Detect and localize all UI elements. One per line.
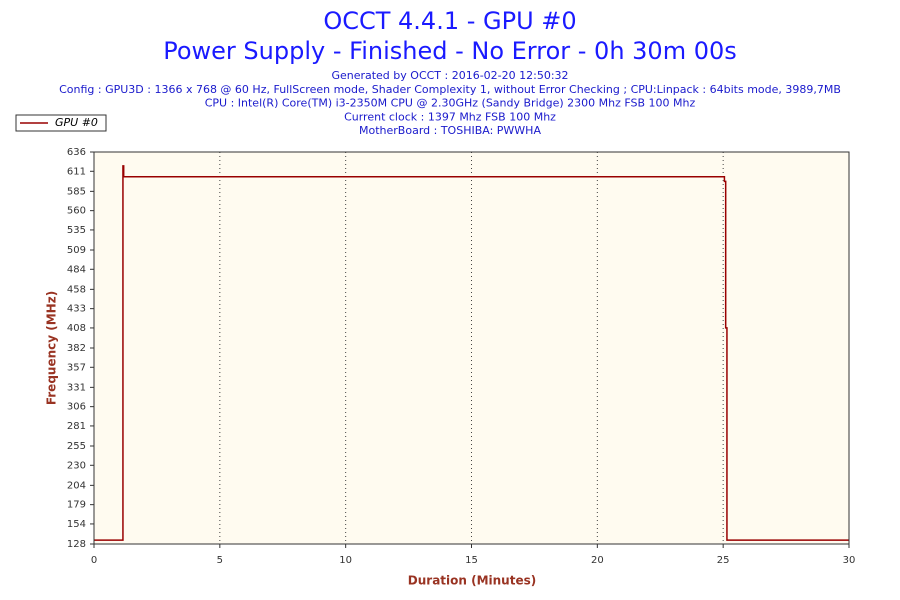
x-tick-label: 5	[217, 555, 223, 566]
y-axis-label: Frequency (MHz)	[45, 291, 59, 405]
y-tick-label: 331	[67, 382, 86, 393]
x-tick-label: 10	[339, 555, 352, 566]
y-tick-label: 636	[67, 147, 86, 158]
y-tick-label: 128	[67, 539, 86, 550]
chart-title: OCCT 4.4.1 - GPU #0	[323, 7, 576, 35]
y-tick-label: 306	[67, 402, 86, 413]
info-line: MotherBoard : TOSHIBA: PWWHA	[359, 124, 541, 137]
y-tick-label: 535	[67, 225, 86, 236]
y-tick-label: 255	[67, 441, 86, 452]
y-tick-label: 585	[67, 186, 86, 197]
y-tick-label: 204	[67, 480, 86, 491]
y-tick-label: 560	[67, 206, 86, 217]
x-tick-label: 20	[591, 555, 604, 566]
chart-subtitle: Power Supply - Finished - No Error - 0h …	[163, 37, 737, 65]
y-tick-label: 484	[67, 264, 86, 275]
y-tick-label: 458	[67, 284, 86, 295]
y-tick-label: 179	[67, 500, 86, 511]
y-tick-label: 281	[67, 421, 86, 432]
series-line	[94, 165, 849, 541]
y-tick-label: 509	[67, 245, 86, 256]
y-tick-label: 382	[67, 343, 86, 354]
x-tick-label: 25	[717, 555, 730, 566]
info-line: Current clock : 1397 Mhz FSB 100 Mhz	[344, 110, 556, 123]
y-tick-label: 154	[67, 519, 86, 530]
y-tick-label: 611	[67, 166, 86, 177]
x-tick-label: 30	[843, 555, 856, 566]
info-line: Config : GPU3D : 1366 x 768 @ 60 Hz, Ful…	[59, 83, 841, 96]
legend-box	[15, 114, 107, 132]
legend-label: GPU #0	[55, 116, 98, 129]
info-line: CPU : Intel(R) Core(TM) i3-2350M CPU @ 2…	[205, 97, 696, 110]
y-tick-label: 357	[67, 362, 86, 373]
x-tick-label: 0	[91, 555, 97, 566]
x-tick-label: 15	[465, 555, 478, 566]
info-line: Generated by OCCT : 2016-02-20 12:50:32	[331, 69, 568, 82]
plot-border	[93, 151, 850, 545]
y-tick-label: 408	[67, 323, 86, 334]
y-tick-label: 433	[67, 304, 86, 315]
x-axis-label: Duration (Minutes)	[408, 574, 536, 588]
y-tick-label: 230	[67, 460, 86, 471]
